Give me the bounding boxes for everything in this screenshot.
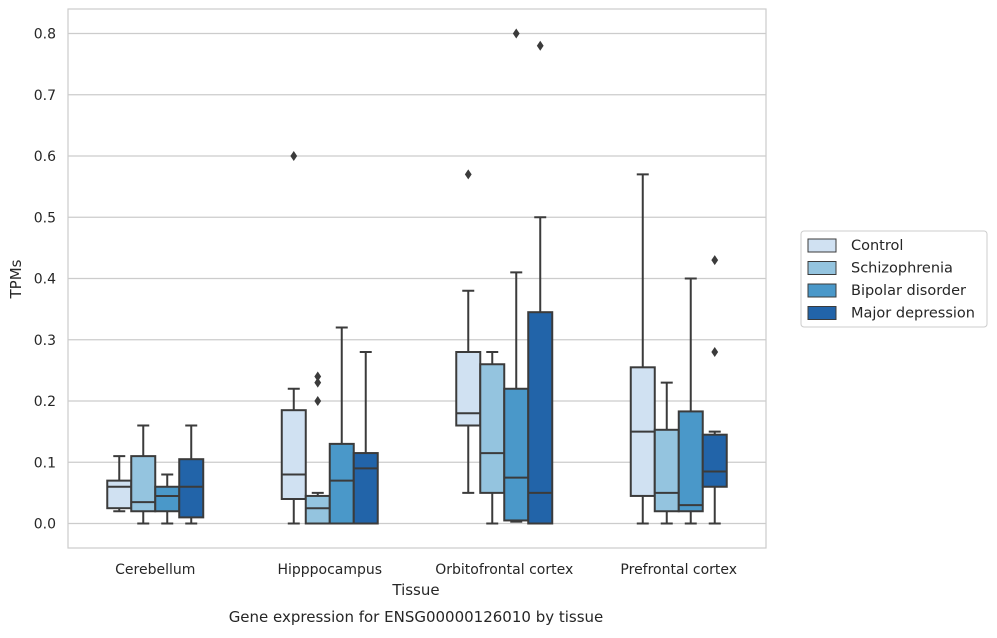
- box-group: [280, 151, 307, 525]
- box-group: [328, 326, 355, 525]
- box-series: [106, 28, 728, 525]
- figure-caption: Gene expression for ENSG00000126010 by t…: [229, 608, 604, 626]
- box-group: [455, 169, 482, 494]
- y-tick-label: 0.0: [34, 517, 56, 533]
- box-group: [527, 40, 554, 525]
- legend-swatch: [807, 283, 837, 298]
- legend-swatch: [807, 306, 837, 320]
- box-group: [106, 455, 133, 513]
- box-rect: [154, 485, 181, 513]
- box-group: [503, 28, 530, 523]
- outlier-point: [536, 40, 544, 51]
- outlier-point: [464, 169, 472, 180]
- box-group: [629, 173, 656, 525]
- legend: Control Schizophrenia Bipolar disorder Majo…: [800, 230, 988, 328]
- box-rect: [455, 351, 482, 427]
- legend-swatch: [807, 261, 837, 275]
- x-tick-label: Cerebellum: [115, 562, 195, 578]
- y-axis-title: TPMs: [7, 259, 25, 299]
- outlier-point: [711, 255, 719, 266]
- legend-label: Control: [851, 238, 903, 254]
- legend-label: Major depression: [851, 306, 975, 322]
- box-rect: [653, 428, 680, 513]
- outlier-point: [314, 371, 322, 382]
- y-tick-label: 0.6: [34, 149, 56, 165]
- x-axis-title: Tissue: [391, 581, 439, 599]
- box-rect: [677, 410, 704, 513]
- box-rect: [130, 455, 157, 513]
- box-rect: [352, 452, 379, 525]
- box-group: [677, 277, 704, 525]
- box-rect: [178, 458, 205, 519]
- y-tick-label: 0.7: [34, 88, 56, 104]
- box-rect: [304, 494, 331, 525]
- y-tick-label: 0.8: [34, 27, 56, 43]
- box-group: [653, 381, 680, 525]
- x-tick-label: Hipppocampus: [277, 562, 382, 578]
- box-group: [304, 371, 331, 525]
- y-tick-label: 0.2: [34, 394, 56, 410]
- x-tick-label: Orbitofrontal cortex: [435, 562, 573, 578]
- box-group: [130, 424, 157, 525]
- x-tick-labels: Cerebellum Hipppocampus Orbitofrontal cort…: [115, 562, 737, 578]
- box-group: [479, 351, 506, 525]
- box-group: [178, 424, 205, 525]
- y-tick-label: 0.5: [34, 210, 56, 226]
- outlier-point: [512, 28, 520, 39]
- x-tick-label: Prefrontal cortex: [620, 562, 737, 578]
- legend-label: Schizophrenia: [851, 261, 953, 277]
- legend-swatch: [807, 238, 837, 253]
- box-group: [154, 473, 181, 525]
- legend-label: Bipolar disorder: [851, 283, 966, 299]
- outlier-point: [314, 396, 322, 406]
- box-rect: [503, 387, 530, 522]
- y-tick-label: 0.1: [34, 455, 56, 471]
- box-rect: [701, 433, 728, 488]
- legend-frame: [800, 230, 988, 328]
- box-rect: [527, 311, 554, 525]
- box-group: [701, 255, 728, 525]
- plot-frame: [67, 8, 767, 549]
- y-tick-labels: 0.0 0.1 0.2 0.3 0.4 0.5 0.6 0.7 0.8: [34, 27, 56, 533]
- outlier-point: [290, 151, 298, 161]
- box-rect: [106, 479, 133, 510]
- y-tick-label: 0.3: [34, 333, 56, 349]
- box-rect: [479, 363, 506, 494]
- box-rect: [328, 442, 355, 525]
- outlier-point: [711, 347, 719, 357]
- outlier-point: [314, 377, 322, 388]
- y-tick-label: 0.4: [34, 272, 56, 288]
- box-rect: [280, 409, 307, 500]
- box-group: [352, 351, 379, 525]
